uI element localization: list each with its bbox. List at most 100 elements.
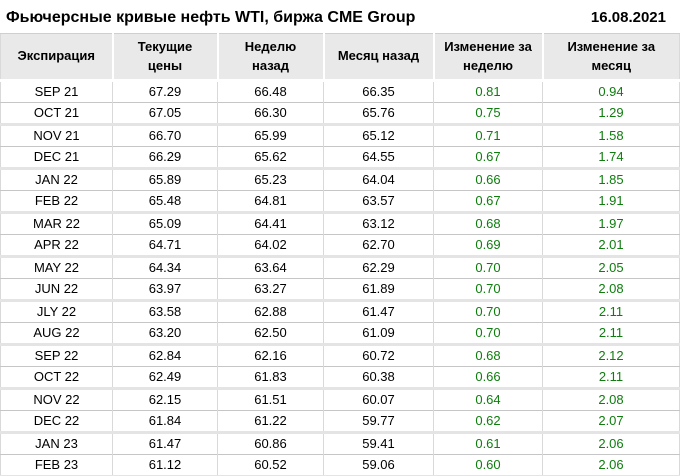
cell-expiration: DEC 21: [33, 149, 80, 164]
table-row: DEC 21 66.29 65.62 64.55 0.67 1.74: [0, 146, 680, 169]
table-row: SEP 21 67.29 66.48 66.35 0.81 0.94: [0, 80, 680, 103]
cell-value: 0.60: [433, 454, 543, 476]
cell-expiration: FEB 23: [34, 457, 79, 472]
cell-value: 66.70: [112, 124, 218, 147]
titlebar: Фьючерсные кривые нефть WTI, биржа CME G…: [0, 0, 680, 33]
column-header: Неделю назад: [216, 33, 324, 82]
cell-value: 66.35: [323, 80, 434, 103]
column-header: Экспирация: [0, 33, 113, 82]
cell-value: 65.89: [112, 168, 218, 191]
cell-value: 0.81: [433, 80, 543, 103]
cell-value: 66.30: [217, 102, 324, 125]
cell-value: 59.41: [323, 432, 434, 455]
table-row: MAR 22 65.09 64.41 63.12 0.68 1.97: [0, 212, 680, 235]
cell-value: 64.41: [217, 212, 324, 235]
cell-value: 62.29: [323, 256, 434, 279]
cell-value: 0.94: [542, 80, 680, 103]
cell-value: 0.68: [433, 212, 543, 235]
cell-expiration: OCT 22: [33, 369, 80, 384]
cell-value: 61.84: [112, 410, 218, 433]
cell-expiration: JAN 23: [35, 436, 78, 451]
cell-expiration: SEP 21: [34, 84, 79, 99]
cell-value: 1.58: [542, 124, 680, 147]
column-header: Изменение за месяц: [541, 33, 680, 82]
cell-value: 64.02: [217, 234, 324, 257]
table-row: OCT 21 67.05 66.30 65.76 0.75 1.29: [0, 102, 680, 125]
cell-value: 61.83: [217, 366, 324, 389]
cell-value: 63.64: [217, 256, 324, 279]
cell-expiration: MAY 22: [33, 260, 80, 275]
cell-value: 62.50: [217, 322, 324, 345]
cell-value: 0.70: [433, 256, 543, 279]
cell-value: 66.29: [112, 146, 218, 169]
cell-value: 60.38: [323, 366, 434, 389]
cell-value: 64.55: [323, 146, 434, 169]
cell-value: 59.06: [323, 454, 434, 476]
table-row: APR 22 64.71 64.02 62.70 0.69 2.01: [0, 234, 680, 257]
cell-value: 62.84: [112, 344, 218, 367]
cell-value: 0.67: [433, 190, 543, 213]
cell-value: 65.23: [217, 168, 324, 191]
cell-value: 2.06: [542, 432, 680, 455]
cell-expiration: FEB 22: [34, 193, 79, 208]
cell-value: 2.01: [542, 234, 680, 257]
cell-value: 0.70: [433, 300, 543, 323]
cell-expiration: APR 22: [34, 237, 79, 252]
table-header-row: Экспирация Текущие цены Неделю назад Месяц …: [0, 33, 680, 82]
cell-value: 62.70: [323, 234, 434, 257]
cell-value: 65.76: [323, 102, 434, 125]
cell-value: 0.64: [433, 388, 543, 411]
cell-value: 61.47: [112, 432, 218, 455]
cell-value: 2.08: [542, 278, 680, 301]
cell-value: 64.34: [112, 256, 218, 279]
cell-value: 63.57: [323, 190, 434, 213]
cell-value: 66.48: [217, 80, 324, 103]
cell-expiration: MAR 22: [33, 216, 80, 231]
cell-value: 2.11: [542, 366, 680, 389]
cell-value: 59.77: [323, 410, 434, 433]
cell-value: 0.66: [433, 366, 543, 389]
cell-value: 64.71: [112, 234, 218, 257]
cell-value: 0.69: [433, 234, 543, 257]
cell-value: 65.09: [112, 212, 218, 235]
cell-value: 2.05: [542, 256, 680, 279]
table-row: NOV 22 62.15 61.51 60.07 0.64 2.08: [0, 388, 680, 411]
cell-expiration: JUN 22: [34, 281, 79, 296]
page-title: Фьючерсные кривые нефть WTI, биржа CME G…: [6, 8, 416, 26]
cell-value: 61.51: [217, 388, 324, 411]
column-header: Текущие цены: [111, 33, 218, 82]
table-row: SEP 22 62.84 62.16 60.72 0.68 2.12: [0, 344, 680, 367]
cell-expiration: NOV 22: [33, 392, 80, 407]
cell-value: 64.81: [217, 190, 324, 213]
cell-expiration: AUG 22: [33, 325, 80, 340]
cell-value: 67.05: [112, 102, 218, 125]
cell-value: 0.70: [433, 322, 543, 345]
cell-value: 0.71: [433, 124, 543, 147]
cell-value: 60.52: [217, 454, 324, 476]
cell-value: 64.04: [323, 168, 434, 191]
cell-value: 0.67: [433, 146, 543, 169]
cell-value: 61.09: [323, 322, 434, 345]
table-row: JAN 22 65.89 65.23 64.04 0.66 1.85: [0, 168, 680, 191]
cell-value: 65.12: [323, 124, 434, 147]
cell-value: 62.16: [217, 344, 324, 367]
table-row: AUG 22 63.20 62.50 61.09 0.70 2.11: [0, 322, 680, 345]
table-row: JUN 22 63.97 63.27 61.89 0.70 2.08: [0, 278, 680, 301]
cell-value: 62.15: [112, 388, 218, 411]
cell-value: 61.22: [217, 410, 324, 433]
cell-value: 61.12: [112, 454, 218, 476]
table-row: MAY 22 64.34 63.64 62.29 0.70 2.05: [0, 256, 680, 279]
table-row: FEB 22 65.48 64.81 63.57 0.67 1.91: [0, 190, 680, 213]
cell-value: 1.91: [542, 190, 680, 213]
cell-value: 2.11: [542, 300, 680, 323]
cell-expiration: DEC 22: [33, 413, 80, 428]
cell-value: 1.29: [542, 102, 680, 125]
cell-value: 60.86: [217, 432, 324, 455]
cell-expiration: JAN 22: [35, 172, 78, 187]
table-row: DEC 22 61.84 61.22 59.77 0.62 2.07: [0, 410, 680, 433]
cell-expiration: NOV 21: [33, 128, 80, 143]
table-row: JAN 23 61.47 60.86 59.41 0.61 2.06: [0, 432, 680, 455]
cell-value: 61.47: [323, 300, 434, 323]
futures-table: Экспирация Текущие цены Неделю назад Месяц …: [0, 33, 680, 476]
cell-value: 63.27: [217, 278, 324, 301]
